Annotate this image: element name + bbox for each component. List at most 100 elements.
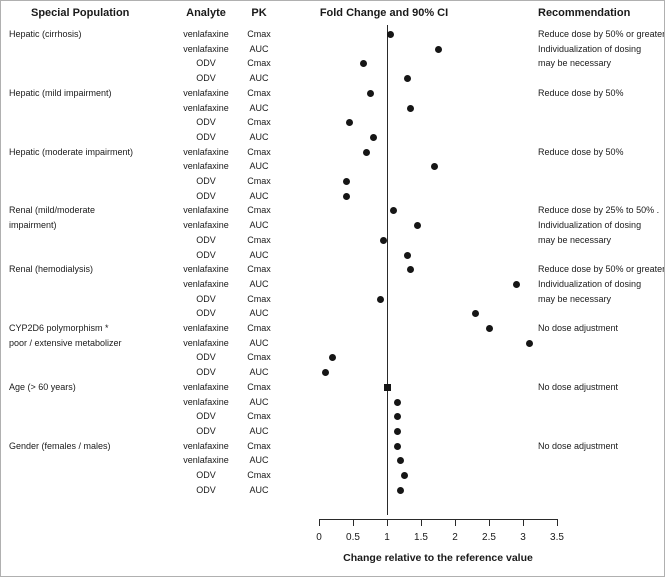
population-label: Gender (females / males) xyxy=(9,440,111,451)
plot-row: ODV AUC xyxy=(1,365,664,380)
data-point-marker xyxy=(471,310,479,318)
pk-parameter-label: AUC xyxy=(249,131,269,142)
x-axis-tick-label: 3.5 xyxy=(550,532,564,543)
plot-row: venlafaxine AUC xyxy=(1,453,664,468)
x-axis-tick xyxy=(353,519,354,526)
data-point-marker xyxy=(414,222,422,230)
plot-row: impairment) venlafaxine AUC Individualizati… xyxy=(1,218,664,233)
data-point-marker xyxy=(403,75,411,83)
pk-parameter-label: Cmax xyxy=(247,205,271,216)
plot-row: venlafaxine AUC xyxy=(1,395,664,410)
x-axis-tick xyxy=(421,519,422,526)
analyte-label: venlafaxine xyxy=(183,87,229,98)
population-label: Renal (hemodialysis) xyxy=(9,264,94,275)
data-point-marker xyxy=(363,148,371,156)
data-point-marker xyxy=(403,251,411,259)
pk-parameter-label: Cmax xyxy=(247,411,271,422)
plot-row: ODV Cmax may be necessary xyxy=(1,233,664,248)
analyte-label: ODV xyxy=(196,176,216,186)
analyte-label: venlafaxine xyxy=(183,396,229,407)
pk-parameter-label: AUC xyxy=(249,190,269,201)
data-point-marker xyxy=(512,280,520,288)
data-point-marker xyxy=(485,325,493,332)
plot-row: ODV Cmax may be necessary xyxy=(1,292,664,307)
pk-parameter-label: Cmax xyxy=(247,470,271,480)
x-axis-tick xyxy=(523,519,524,526)
analyte-label: venlafaxine xyxy=(183,440,229,451)
pk-parameter-label: Cmax xyxy=(247,58,271,69)
plot-row: Renal (mild/moderate venlafaxine Cmax Reduc… xyxy=(1,203,664,218)
analyte-label: ODV xyxy=(196,117,216,128)
recommendation-text: Reduce dose by 50% xyxy=(538,146,624,157)
pk-parameter-label: Cmax xyxy=(247,440,271,451)
column-header-analyte: Analyte xyxy=(186,7,226,19)
recommendation-text: No dose adjustment xyxy=(538,440,619,451)
analyte-label: ODV xyxy=(196,484,216,495)
recommendation-text: may be necessary xyxy=(538,234,612,245)
data-point-marker xyxy=(383,383,391,391)
recommendation-text: may be necessary xyxy=(538,58,612,69)
pk-parameter-label: Cmax xyxy=(247,381,271,392)
recommendation-text: Reduce dose by 50% or greater xyxy=(538,264,665,275)
analyte-label: venlafaxine xyxy=(183,205,229,216)
plot-row: ODV AUC xyxy=(1,306,664,321)
column-header-recommendation: Recommendation xyxy=(538,7,631,19)
plot-row: ODV AUC xyxy=(1,248,664,263)
pk-parameter-label: AUC xyxy=(249,278,269,289)
recommendation-text: Individualization of dosing xyxy=(538,220,642,231)
plot-row: ODV AUC xyxy=(1,130,664,145)
plot-row: venlafaxine AUC Individualization of dosin… xyxy=(1,277,664,292)
pk-parameter-label: AUC xyxy=(249,455,269,466)
pk-parameter-label: Cmax xyxy=(247,293,271,304)
data-point-marker xyxy=(390,207,398,215)
plot-row: poor / extensive metabolizer venlafaxine A… xyxy=(1,336,664,351)
pk-parameter-label: AUC xyxy=(249,425,269,436)
analyte-label: ODV xyxy=(196,470,216,480)
analyte-label: ODV xyxy=(196,131,216,142)
plot-row: ODV Cmax xyxy=(1,409,664,424)
x-axis-tick xyxy=(489,519,490,526)
plot-row: Gender (females / males) venlafaxine Cmax N… xyxy=(1,439,664,454)
analyte-label: ODV xyxy=(196,249,216,260)
pk-parameter-label: Cmax xyxy=(247,87,271,98)
x-axis-line xyxy=(319,519,557,520)
data-point-marker xyxy=(366,89,374,97)
pk-parameter-label: Cmax xyxy=(247,117,271,128)
plot-row: ODV Cmax xyxy=(1,468,664,483)
population-label: Hepatic (cirrhosis) xyxy=(9,29,82,39)
data-point-marker xyxy=(393,413,401,421)
analyte-label: ODV xyxy=(196,367,216,378)
analyte-label: venlafaxine xyxy=(183,264,229,275)
population-label: poor / extensive metabolizer xyxy=(9,337,122,348)
population-label: Age (> 60 years) xyxy=(9,381,76,392)
x-axis-tick-label: 0 xyxy=(316,532,322,543)
plot-row: venlafaxine AUC Individualization of dosin… xyxy=(1,42,664,57)
plot-row: CYP2D6 polymorphism * venlafaxine Cmax No d… xyxy=(1,321,664,336)
recommendation-text: Reduce dose by 25% to 50% . xyxy=(538,205,660,216)
analyte-label: venlafaxine xyxy=(183,43,229,54)
analyte-label: ODV xyxy=(196,73,216,84)
x-axis-tick-label: 0.5 xyxy=(346,532,360,543)
plot-row: ODV AUC xyxy=(1,189,664,204)
recommendation-text: Reduce dose by 50% or greater xyxy=(538,29,665,39)
population-label: impairment) xyxy=(9,220,57,231)
analyte-label: venlafaxine xyxy=(183,220,229,231)
population-label: Hepatic (moderate impairment) xyxy=(9,146,134,157)
reference-line xyxy=(387,25,388,515)
pk-parameter-label: AUC xyxy=(249,43,269,54)
pk-parameter-label: Cmax xyxy=(247,323,271,333)
x-axis-tick-label: 3 xyxy=(520,532,526,543)
analyte-label: ODV xyxy=(196,58,216,69)
analyte-label: venlafaxine xyxy=(183,337,229,348)
x-axis-tick xyxy=(319,519,320,526)
plot-row: ODV AUC xyxy=(1,483,664,498)
recommendation-text: No dose adjustment xyxy=(538,381,619,392)
analyte-label: venlafaxine xyxy=(183,381,229,392)
analyte-label: ODV xyxy=(196,190,216,201)
analyte-label: venlafaxine xyxy=(183,323,229,333)
plot-row: Hepatic (mild impairment) venlafaxine Cmax… xyxy=(1,86,664,101)
data-point-marker xyxy=(393,398,401,406)
analyte-label: venlafaxine xyxy=(183,146,229,157)
analyte-label: ODV xyxy=(196,425,216,436)
